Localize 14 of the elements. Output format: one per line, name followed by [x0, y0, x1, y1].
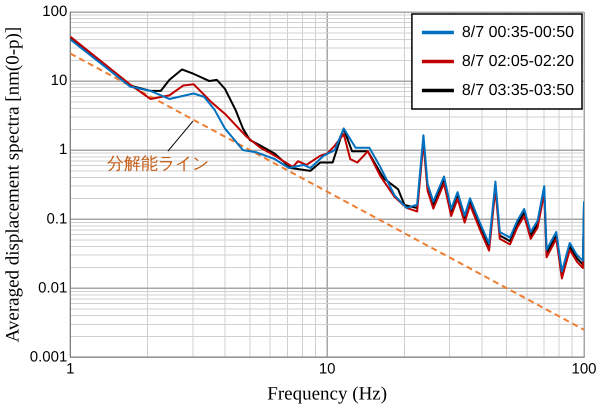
y-axis-title: Averaged displacement spectra [nm(0-p)]: [2, 26, 24, 342]
x-tick-label: 10: [318, 360, 336, 378]
annotation: 分解能ライン: [106, 154, 209, 174]
y-tick-label: 0.1: [46, 210, 68, 228]
x-axis-title: Frequency (Hz): [267, 384, 388, 405]
y-tick-label: 100: [42, 3, 68, 20]
legend-label: 8/7 02:05-02:20: [462, 52, 574, 70]
y-tick-label: 0.001: [30, 348, 68, 366]
y-tick-label: 0.01: [38, 279, 68, 296]
y-tick-label: 1: [58, 141, 68, 158]
legend-label: 8/7 03:35-03:50: [462, 82, 574, 99]
y-tick-label: 10: [50, 72, 68, 90]
legend-label: 8/7 00:35-00:50: [462, 24, 574, 41]
x-tick-label: 100: [571, 360, 597, 378]
